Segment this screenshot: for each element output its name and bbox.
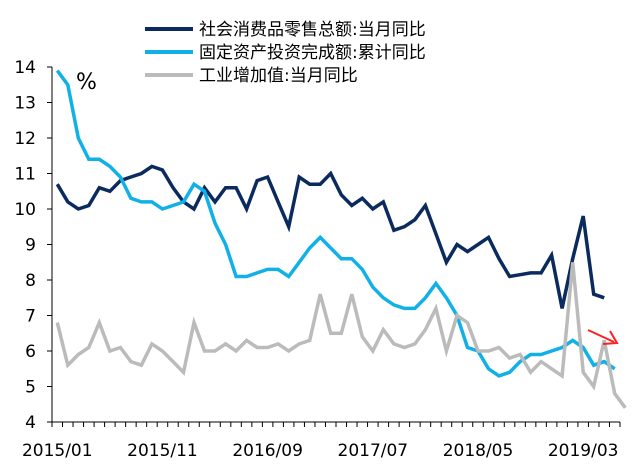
- x-tick-label: 2019/03: [548, 441, 619, 461]
- x-tick-label: 2015/01: [22, 441, 93, 461]
- unit-label: %: [76, 70, 97, 95]
- legend-label-2: 固定资产投资完成额:累计同比: [199, 43, 426, 63]
- x-tick-label: 2016/09: [232, 441, 303, 461]
- series-line-1: [55, 164, 605, 309]
- trend-arrow-icon: [587, 329, 619, 345]
- legend-label-1: 社会消费品零售总额:当月同比: [199, 20, 426, 40]
- axes: 4 5 6 7 8 9 10 11 12 13 14 2015/01 2015/11 2016/09 201…: [14, 58, 621, 461]
- series-line-3: [55, 262, 627, 409]
- y-tick-label: 4: [25, 413, 36, 433]
- y-tick-label: 13: [14, 94, 36, 114]
- legend-label-3: 工业增加值:当月同比: [199, 66, 358, 86]
- x-tick-label: 2015/11: [127, 441, 198, 461]
- series-layer: [55, 69, 627, 409]
- y-tick-label: 7: [25, 307, 36, 327]
- y-tick-label: 6: [25, 342, 36, 362]
- series-line-2: [55, 69, 616, 378]
- x-tick-label: 2018/05: [443, 441, 514, 461]
- y-tick-label: 12: [14, 129, 36, 149]
- y-tick-label: 14: [14, 58, 36, 78]
- y-tick-label: 5: [25, 378, 36, 398]
- y-tick-label: 8: [25, 271, 36, 291]
- y-tick-label: 9: [25, 236, 36, 256]
- y-tick-label: 11: [14, 165, 36, 185]
- x-tick-label: 2017/07: [338, 441, 409, 461]
- y-tick-label: 10: [14, 200, 36, 220]
